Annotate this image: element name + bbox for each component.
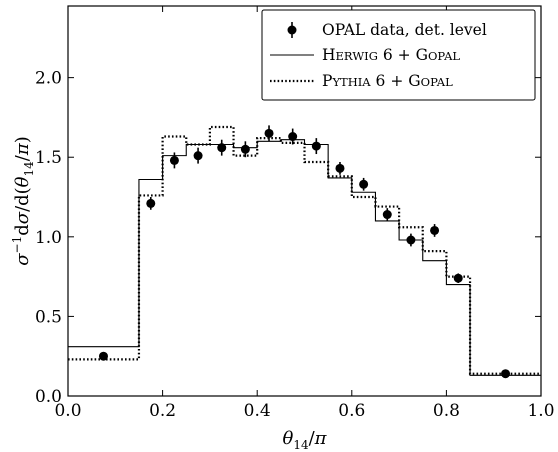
legend-box xyxy=(261,9,536,101)
svg-text:σ−1dσ/d(θ14/π): σ−1dσ/d(θ14/π) xyxy=(10,136,36,266)
axis-ticks: 0.0 0.2 0.4 0.6 0.8 1.0 0.0 0.5 1.0 1.5 2.0 xyxy=(35,6,555,421)
data-point xyxy=(217,143,227,153)
y-tick-label: 1.0 xyxy=(35,228,62,248)
x-tick-label: 0.8 xyxy=(433,401,460,421)
y-tick-label: 1.5 xyxy=(35,148,62,168)
x-axis-title: θ14/π xyxy=(282,428,327,452)
x-tick-label: 0.6 xyxy=(338,401,365,421)
y-tick-label: 0.0 xyxy=(35,387,62,407)
data-point xyxy=(311,141,321,151)
data-point xyxy=(146,198,156,208)
data-point xyxy=(264,128,274,138)
x-tick-label: 0.4 xyxy=(244,401,271,421)
data-point xyxy=(288,132,298,142)
data-point xyxy=(193,151,203,161)
data-point xyxy=(501,369,511,379)
x-tick-label: 0.2 xyxy=(149,401,176,421)
data-point xyxy=(453,273,463,283)
legend-label: HERWIG 6 + GOPAL xyxy=(322,46,460,64)
plot-frame xyxy=(67,5,542,397)
y-axis-title: σ−1dσ/d(θ14/π) xyxy=(10,136,36,266)
series-layer xyxy=(68,125,541,379)
svg-text:θ14/π: θ14/π xyxy=(282,428,327,452)
data-point xyxy=(240,144,250,154)
pythia-step-line xyxy=(68,125,541,375)
legend: OPAL data, det. level HERWIG 6 + GOPAL PYT… xyxy=(261,9,536,101)
legend-label: OPAL data, det. level xyxy=(322,21,487,39)
y-tick-label: 2.0 xyxy=(35,69,62,89)
data-point xyxy=(359,179,369,189)
data-point xyxy=(98,351,108,361)
data-point xyxy=(406,235,416,245)
data-point xyxy=(169,155,179,165)
y-tick-label: 0.5 xyxy=(35,307,62,327)
x-tick-label: 1.0 xyxy=(527,401,554,421)
legend-label: PYTHIA 6 + GOPAL xyxy=(322,72,453,90)
x-tick-label: 0.0 xyxy=(54,401,81,421)
legend-marker-data xyxy=(287,25,297,35)
data-point xyxy=(430,225,440,235)
data-point xyxy=(382,210,392,220)
data-point xyxy=(335,163,345,173)
